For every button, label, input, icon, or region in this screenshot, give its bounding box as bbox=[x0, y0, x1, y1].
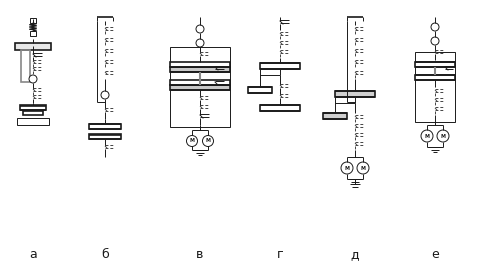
Bar bbox=[89, 134, 121, 139]
Bar bbox=[323, 113, 347, 119]
Circle shape bbox=[431, 23, 439, 31]
Text: M: M bbox=[190, 139, 194, 144]
Circle shape bbox=[421, 130, 433, 142]
Text: е: е bbox=[431, 249, 439, 262]
Circle shape bbox=[101, 91, 109, 99]
Bar bbox=[260, 63, 300, 69]
Circle shape bbox=[357, 162, 369, 174]
Circle shape bbox=[431, 37, 439, 45]
Bar bbox=[170, 47, 230, 127]
Circle shape bbox=[341, 162, 353, 174]
Text: г: г bbox=[277, 249, 283, 262]
Circle shape bbox=[196, 39, 204, 47]
Text: M: M bbox=[344, 166, 350, 170]
Bar bbox=[170, 80, 230, 85]
Circle shape bbox=[203, 135, 214, 147]
Text: M: M bbox=[205, 139, 210, 144]
Text: M: M bbox=[441, 134, 445, 139]
Text: в: в bbox=[196, 249, 204, 262]
Bar bbox=[30, 18, 36, 23]
Bar bbox=[30, 31, 36, 36]
Bar bbox=[21, 50, 30, 82]
Text: д: д bbox=[351, 249, 359, 262]
Bar bbox=[23, 111, 43, 115]
Bar bbox=[335, 91, 375, 97]
Bar bbox=[248, 87, 272, 93]
Circle shape bbox=[196, 25, 204, 33]
Text: б: б bbox=[101, 249, 109, 262]
Text: M: M bbox=[424, 134, 430, 139]
Bar bbox=[15, 43, 51, 50]
Bar bbox=[89, 124, 121, 129]
Circle shape bbox=[186, 135, 197, 147]
Bar bbox=[415, 75, 455, 80]
Circle shape bbox=[437, 130, 449, 142]
Bar bbox=[415, 52, 455, 122]
Bar bbox=[17, 118, 49, 125]
Circle shape bbox=[29, 75, 37, 83]
Bar bbox=[260, 105, 300, 111]
Bar bbox=[415, 62, 455, 67]
Bar bbox=[170, 85, 230, 90]
Bar bbox=[20, 105, 46, 110]
Bar bbox=[170, 67, 230, 72]
Text: M: M bbox=[361, 166, 365, 170]
Text: а: а bbox=[29, 249, 37, 262]
Bar bbox=[170, 62, 230, 67]
